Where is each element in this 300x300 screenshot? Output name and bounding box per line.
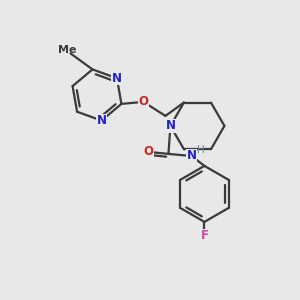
Text: H: H — [196, 145, 204, 155]
Text: O: O — [143, 146, 153, 158]
Text: O: O — [138, 95, 148, 108]
Text: N: N — [112, 72, 122, 85]
Text: Me: Me — [58, 45, 77, 56]
Text: N: N — [165, 119, 176, 132]
Text: N: N — [97, 114, 106, 127]
Text: N: N — [186, 149, 197, 162]
Text: F: F — [200, 230, 208, 242]
